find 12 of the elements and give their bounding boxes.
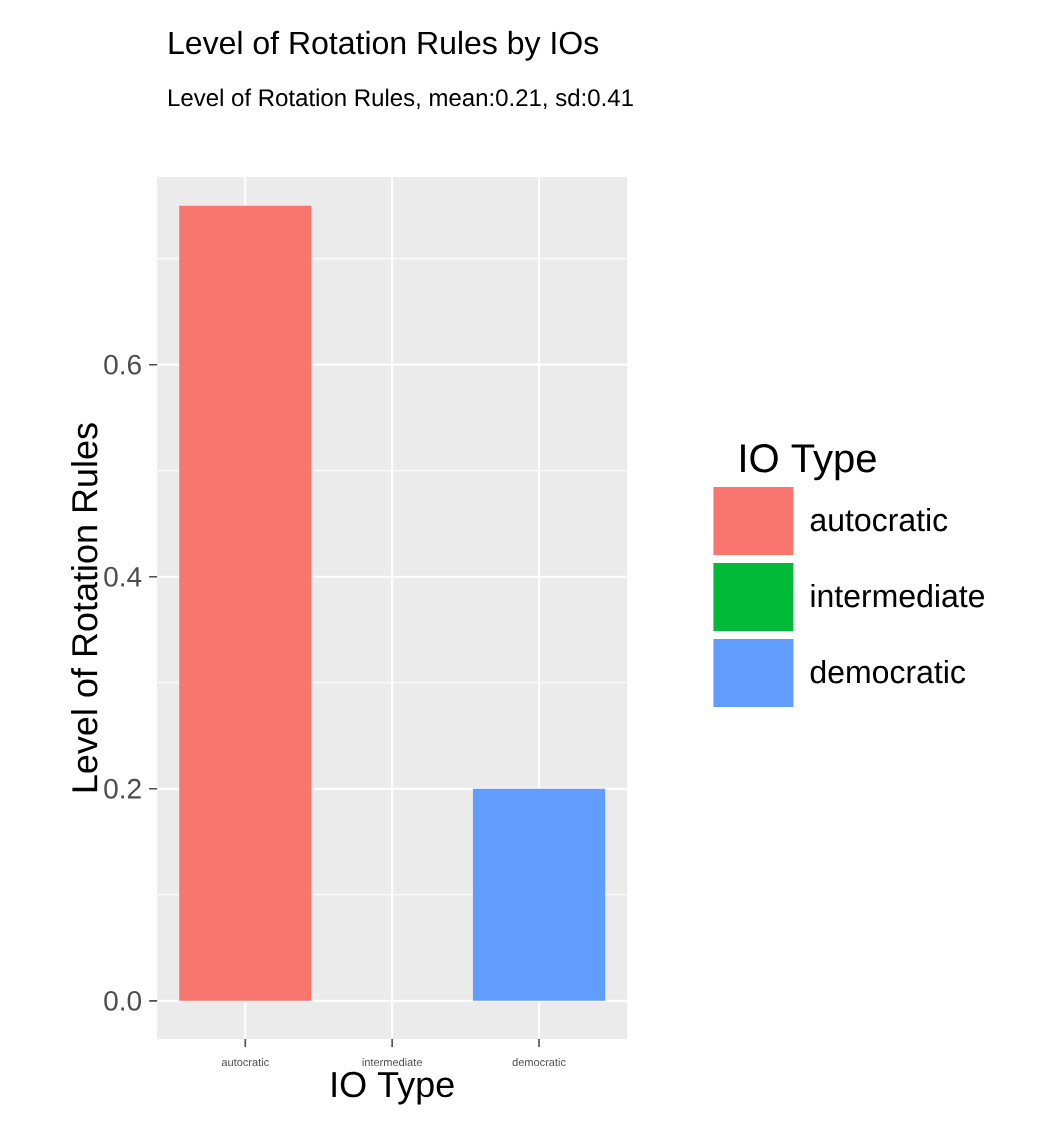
y-tick-label: 0.2 <box>104 778 141 799</box>
legend-label: democratic <box>810 659 966 684</box>
chart-title: Level of Rotation Rules by IOs <box>169 30 599 61</box>
x-axis-title: IO Type <box>332 1071 454 1105</box>
y-tick-label: 0.0 <box>104 990 142 1011</box>
y-axis-title: Level of Rotation Rules <box>71 423 98 792</box>
y-tick-label: 0.4 <box>104 566 142 587</box>
legend-label: autocratic <box>810 507 948 532</box>
legend-title: IO Type <box>741 444 876 481</box>
y-tick-label: 0.6 <box>104 354 141 375</box>
legend-label: intermediate <box>811 583 985 608</box>
chart-subtitle: Level of Rotation Rules, mean:0.21, sd:0.41 <box>169 88 633 110</box>
